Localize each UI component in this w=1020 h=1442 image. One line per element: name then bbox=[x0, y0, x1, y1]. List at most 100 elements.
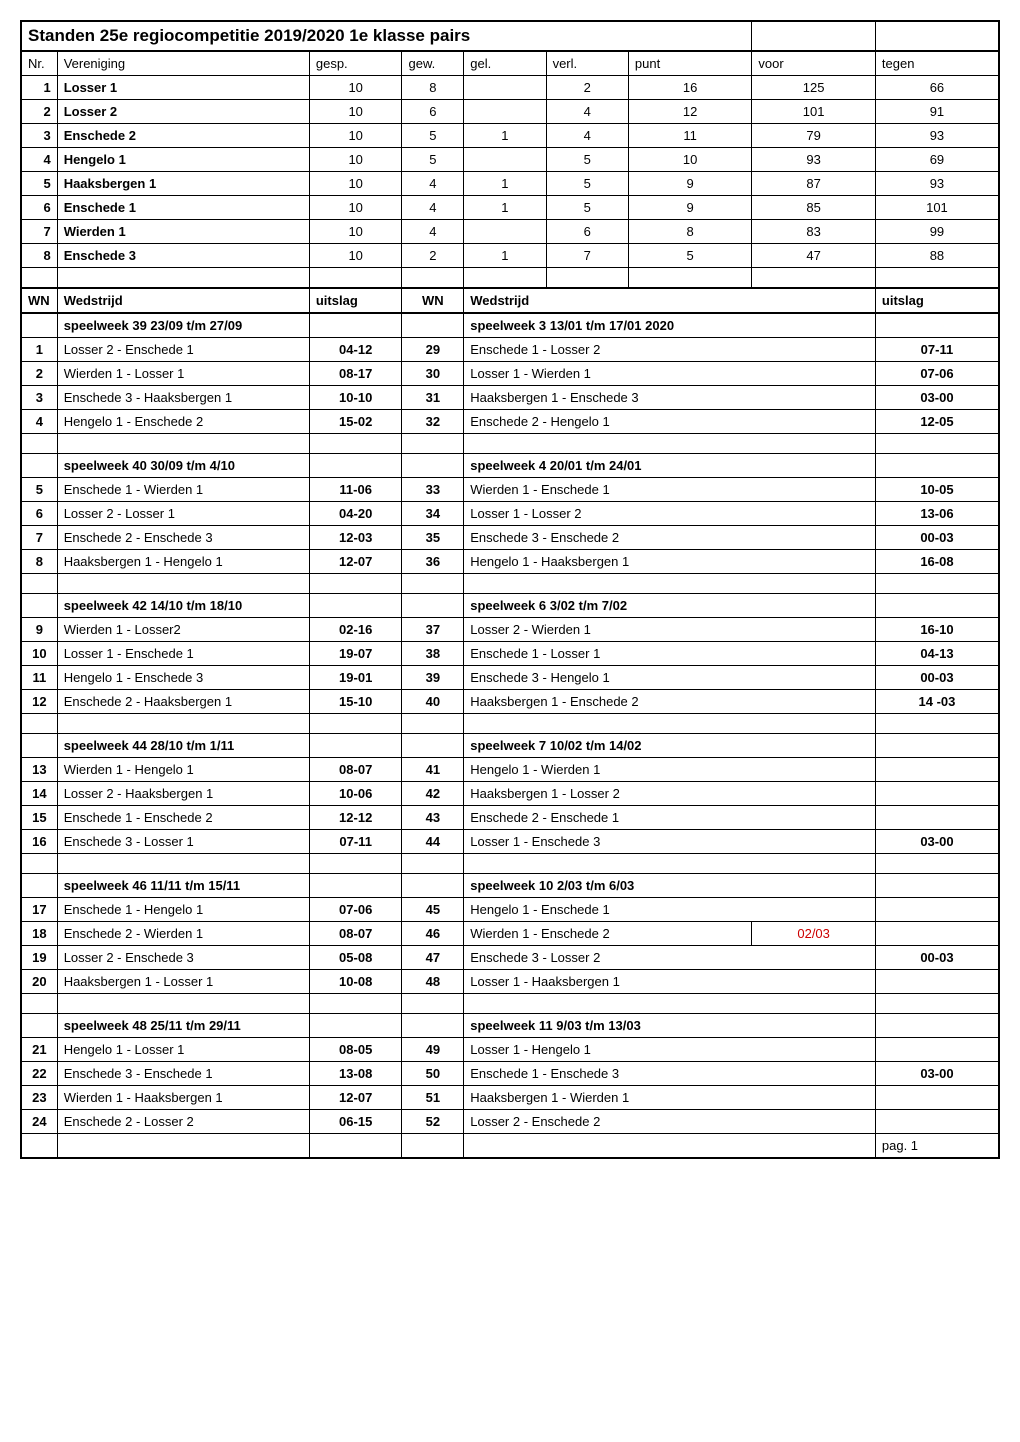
match-left: Hengelo 1 - Enschede 3 bbox=[57, 665, 309, 689]
week-left-header: speelweek 46 11/11 t/m 15/11 bbox=[57, 873, 309, 897]
section-uitslag-left: uitslag bbox=[309, 288, 402, 313]
spacer-row bbox=[21, 993, 999, 1013]
match-wn: 31 bbox=[402, 385, 464, 409]
standing-gel bbox=[464, 100, 546, 124]
match-right: Haaksbergen 1 - Enschede 3 bbox=[464, 385, 876, 409]
standing-gew: 4 bbox=[402, 220, 464, 244]
standing-verl: 4 bbox=[546, 100, 628, 124]
match-nr: 2 bbox=[21, 361, 57, 385]
match-nr: 13 bbox=[21, 757, 57, 781]
standing-row: 1Losser 110821612566 bbox=[21, 76, 999, 100]
standing-nr: 4 bbox=[21, 148, 57, 172]
week-right-header: speelweek 4 20/01 t/m 24/01 bbox=[464, 453, 876, 477]
header-gesp: gesp. bbox=[309, 51, 402, 76]
standing-gew: 6 bbox=[402, 100, 464, 124]
spacer-row bbox=[21, 573, 999, 593]
match-row: 4Hengelo 1 - Enschede 215-0232Enschede 2… bbox=[21, 409, 999, 433]
match-wn: 49 bbox=[402, 1037, 464, 1061]
standing-punt: 9 bbox=[628, 172, 752, 196]
match-uitslag: 03-00 bbox=[875, 385, 999, 409]
match-left: Enschede 2 - Haaksbergen 1 bbox=[57, 689, 309, 713]
spacer-row bbox=[21, 433, 999, 453]
empty bbox=[875, 1013, 999, 1037]
standing-gel bbox=[464, 220, 546, 244]
header-vereniging: Vereniging bbox=[57, 51, 309, 76]
match-nr: 7 bbox=[21, 525, 57, 549]
match-row: 24Enschede 2 - Losser 206-1552Losser 2 -… bbox=[21, 1109, 999, 1133]
week-header-row: speelweek 44 28/10 t/m 1/11speelweek 7 1… bbox=[21, 733, 999, 757]
match-uitslag: 03-00 bbox=[875, 829, 999, 853]
standing-gel: 1 bbox=[464, 172, 546, 196]
standing-gesp: 10 bbox=[309, 148, 402, 172]
empty bbox=[875, 993, 999, 1013]
empty bbox=[21, 268, 57, 288]
match-left-result: 12-03 bbox=[309, 525, 402, 549]
header-nr: Nr. bbox=[21, 51, 57, 76]
standing-verl: 4 bbox=[546, 124, 628, 148]
empty bbox=[402, 873, 464, 897]
match-uitslag bbox=[875, 1109, 999, 1133]
empty bbox=[628, 268, 752, 288]
empty bbox=[309, 1013, 402, 1037]
empty bbox=[309, 593, 402, 617]
match-wn: 51 bbox=[402, 1085, 464, 1109]
standing-gel bbox=[464, 76, 546, 100]
empty bbox=[21, 993, 57, 1013]
empty bbox=[309, 873, 402, 897]
standing-nr: 8 bbox=[21, 244, 57, 268]
standing-punt: 8 bbox=[628, 220, 752, 244]
section-wedstrijd-left: Wedstrijd bbox=[57, 288, 309, 313]
match-left-result: 04-20 bbox=[309, 501, 402, 525]
standing-voor: 87 bbox=[752, 172, 876, 196]
standing-nr: 1 bbox=[21, 76, 57, 100]
match-nr: 20 bbox=[21, 969, 57, 993]
match-row: 20Haaksbergen 1 - Losser 110-0848Losser … bbox=[21, 969, 999, 993]
standing-gel: 1 bbox=[464, 124, 546, 148]
week-left-header: speelweek 40 30/09 t/m 4/10 bbox=[57, 453, 309, 477]
match-row: 10Losser 1 - Enschede 119-0738Enschede 1… bbox=[21, 641, 999, 665]
match-row: 23Wierden 1 - Haaksbergen 112-0751 Haaks… bbox=[21, 1085, 999, 1109]
match-nr: 15 bbox=[21, 805, 57, 829]
empty bbox=[21, 1013, 57, 1037]
match-left: Wierden 1 - Haaksbergen 1 bbox=[57, 1085, 309, 1109]
footer-row: pag. 1 bbox=[21, 1133, 999, 1158]
empty bbox=[57, 433, 309, 453]
match-nr: 11 bbox=[21, 665, 57, 689]
standing-nr: 2 bbox=[21, 100, 57, 124]
match-nr: 19 bbox=[21, 945, 57, 969]
empty bbox=[875, 268, 999, 288]
match-nr: 16 bbox=[21, 829, 57, 853]
empty bbox=[402, 1133, 464, 1158]
match-row: 14Losser 2 - Haaksbergen 110-0642Haaksbe… bbox=[21, 781, 999, 805]
match-wn: 40 bbox=[402, 689, 464, 713]
standing-nr: 6 bbox=[21, 196, 57, 220]
empty bbox=[57, 268, 309, 288]
empty bbox=[402, 573, 464, 593]
match-row: 3Enschede 3 - Haaksbergen 110-1031Haaksb… bbox=[21, 385, 999, 409]
empty bbox=[402, 433, 464, 453]
match-wn: 38 bbox=[402, 641, 464, 665]
match-right: Enschede 2 - Enschede 1 bbox=[464, 805, 876, 829]
empty bbox=[21, 733, 57, 757]
match-row: 13Wierden 1 - Hengelo 108-0741Hengelo 1 … bbox=[21, 757, 999, 781]
match-uitslag bbox=[875, 1085, 999, 1109]
match-nr: 9 bbox=[21, 617, 57, 641]
match-nr: 17 bbox=[21, 897, 57, 921]
standing-gel bbox=[464, 148, 546, 172]
match-right: Hengelo 1 - Enschede 1 bbox=[464, 897, 876, 921]
empty bbox=[464, 433, 876, 453]
empty bbox=[309, 853, 402, 873]
week-left-header: speelweek 39 23/09 t/m 27/09 bbox=[57, 313, 309, 338]
match-left: Enschede 1 - Wierden 1 bbox=[57, 477, 309, 501]
empty bbox=[309, 433, 402, 453]
section-uitslag-right: uitslag bbox=[875, 288, 999, 313]
match-right: Enschede 1 - Losser 2 bbox=[464, 337, 876, 361]
week-left-header: speelweek 48 25/11 t/m 29/11 bbox=[57, 1013, 309, 1037]
standing-nr: 7 bbox=[21, 220, 57, 244]
match-left: Haaksbergen 1 - Losser 1 bbox=[57, 969, 309, 993]
empty bbox=[21, 873, 57, 897]
standing-gesp: 10 bbox=[309, 172, 402, 196]
section-wedstrijd-right: Wedstrijd bbox=[464, 288, 876, 313]
match-left-result: 13-08 bbox=[309, 1061, 402, 1085]
match-left: Enschede 1 - Hengelo 1 bbox=[57, 897, 309, 921]
